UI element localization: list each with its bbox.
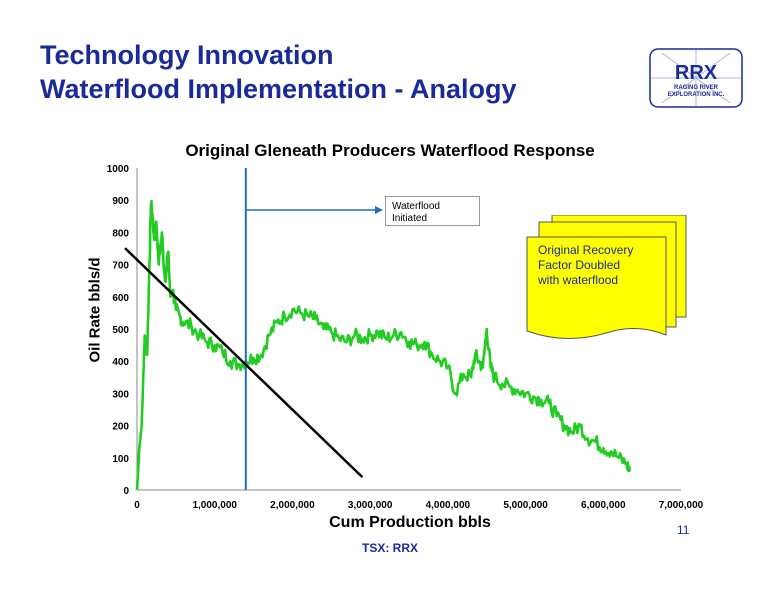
- waterflood-arrowhead: [375, 206, 383, 214]
- page-number: 11: [677, 523, 690, 537]
- slide-title-line2: Waterflood Implementation - Analogy: [40, 74, 517, 104]
- x-tick-label: 4,000,000: [426, 500, 471, 511]
- recovery-note-line1: Original Recovery: [538, 243, 634, 257]
- y-tick-label: 100: [112, 454, 129, 465]
- slide-title-line1: Technology Innovation: [40, 40, 334, 70]
- waterflood-callout-line1: Waterflood: [392, 201, 440, 212]
- x-tick-label: 3,000,000: [348, 500, 393, 511]
- x-tick-label: 5,000,000: [503, 500, 548, 511]
- y-tick-label: 400: [112, 357, 129, 368]
- y-tick-label: 1000: [107, 164, 130, 175]
- y-tick-label: 300: [112, 389, 129, 400]
- company-logo: RRX RAGING RIVER EXPLORATION INC.: [649, 48, 743, 108]
- decline-trend-line: [124, 247, 364, 479]
- recovery-note-line3: with waterflood: [538, 273, 619, 287]
- logo-text: RRX: [675, 62, 718, 84]
- logo-subtitle-line2: EXPLORATION INC.: [668, 92, 725, 98]
- recovery-note-stack: [526, 215, 687, 339]
- recovery-note-line2: Factor Doubled: [538, 258, 621, 272]
- x-tick-label: 1,000,000: [192, 500, 237, 511]
- x-tick-label: 6,000,000: [581, 500, 626, 511]
- y-tick-label: 700: [112, 261, 129, 272]
- x-tick-label: 7,000,000: [659, 500, 704, 511]
- waterflood-callout: Waterflood Initiated: [385, 196, 480, 226]
- y-tick-label: 800: [112, 228, 129, 239]
- series-line: [135, 199, 632, 491]
- x-tick-label: 0: [134, 500, 140, 511]
- chart-title: Original Gleneath Producers Waterflood R…: [185, 141, 595, 160]
- x-tick-label: 2,000,000: [270, 500, 315, 511]
- waterflood-callout-line2: Initiated: [392, 213, 428, 224]
- y-tick-label: 200: [112, 422, 129, 433]
- y-tick-label: 0: [123, 486, 129, 497]
- y-tick-label: 900: [112, 196, 129, 207]
- footer-ticker: TSX: RRX: [361, 541, 418, 555]
- y-tick-label: 600: [112, 293, 129, 304]
- x-axis-label: Cum Production bbls: [329, 514, 491, 531]
- logo-subtitle-line1: RAGING RIVER: [674, 85, 719, 91]
- y-tick-label: 500: [112, 325, 129, 336]
- slide-title: Technology Innovation Waterflood Impleme…: [40, 38, 517, 106]
- recovery-note: Original Recovery Factor Doubled with wa…: [538, 243, 678, 288]
